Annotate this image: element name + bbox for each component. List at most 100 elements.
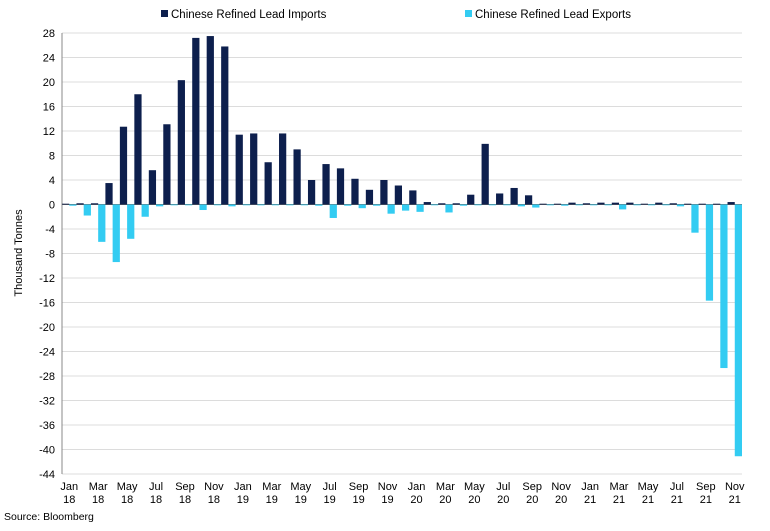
y-tick-label: -36 <box>39 420 55 432</box>
import-bar-jun-18 <box>134 94 142 205</box>
x-tick-label-month: Nov <box>551 481 571 493</box>
export-bar-dec-20 <box>575 204 583 206</box>
export-bar-sep-20 <box>532 204 540 208</box>
import-bar-jul-20 <box>496 193 504 205</box>
export-bar-jun-20 <box>488 204 497 206</box>
source-note: Source: Bloomberg <box>4 511 94 523</box>
x-tick-label-month: May <box>638 481 659 493</box>
export-bar-apr-19 <box>286 204 294 206</box>
export-bar-may-19 <box>300 204 308 206</box>
y-tick-label: -40 <box>39 445 55 457</box>
y-tick-label: -24 <box>39 347 55 359</box>
export-bar-jan-18 <box>69 204 77 206</box>
import-bar-feb-19 <box>250 133 258 205</box>
export-bar-jan-21 <box>590 204 598 206</box>
export-bar-feb-21 <box>604 204 612 206</box>
bars <box>62 36 742 457</box>
export-bar-feb-20 <box>430 204 439 206</box>
x-tick-label-month: Nov <box>204 481 224 493</box>
x-tick-label-month: Mar <box>262 481 281 493</box>
export-bar-dec-18 <box>228 204 236 207</box>
import-bar-apr-21 <box>626 202 634 205</box>
import-bar-may-20 <box>467 194 475 205</box>
import-bar-nov-21 <box>727 202 735 205</box>
export-bar-feb-19 <box>257 204 265 206</box>
x-tick-label-year: 20 <box>468 494 480 506</box>
y-tick-label: -32 <box>39 396 55 408</box>
y-tick-label: -8 <box>45 249 55 261</box>
y-tick-label: -16 <box>39 298 55 310</box>
export-bar-apr-20 <box>459 204 468 206</box>
x-tick-label-year: 21 <box>729 494 741 506</box>
y-tick-label: 12 <box>43 126 55 138</box>
x-tick-label-year: 18 <box>121 494 133 506</box>
x-tick-label-month: Mar <box>610 481 629 493</box>
import-bar-dec-19 <box>394 185 402 205</box>
x-tick-label-year: 18 <box>150 494 162 506</box>
export-bar-jun-21 <box>662 204 670 206</box>
export-bar-mar-20 <box>445 204 453 213</box>
import-bar-aug-20 <box>510 187 518 205</box>
import-bar-jan-20 <box>409 190 417 205</box>
y-tick-label: 4 <box>49 175 55 187</box>
x-tick-label-month: Jan <box>581 481 599 493</box>
export-bar-jun-18 <box>141 204 149 217</box>
import-bar-nov-18 <box>206 36 214 205</box>
y-axis-ticks: 28 24 20 16 12 8 4 0 -4 -8 -12 -16 -20 -24 -28 -32 -36 -4… <box>39 28 55 481</box>
import-bar-mar-18 <box>90 203 99 205</box>
import-bar-nov-20 <box>553 203 562 205</box>
export-bar-may-20 <box>474 204 482 206</box>
x-tick-label-month: Jul <box>496 481 510 493</box>
export-bar-aug-21 <box>691 204 699 233</box>
import-bar-dec-18 <box>221 46 229 205</box>
x-tick-label-month: Nov <box>725 481 745 493</box>
import-bar-jan-18 <box>62 203 70 205</box>
import-bar-sep-18 <box>177 80 185 205</box>
import-bar-oct-21 <box>713 203 721 205</box>
export-bar-apr-18 <box>112 204 120 263</box>
x-tick-label-year: 20 <box>439 494 451 506</box>
x-tick-label-year: 21 <box>613 494 625 506</box>
import-bar-feb-20 <box>423 202 431 205</box>
export-bar-nov-18 <box>213 204 222 206</box>
y-tick-label: 16 <box>43 102 55 114</box>
x-tick-label-year: 20 <box>497 494 509 506</box>
import-bar-apr-18 <box>105 183 113 205</box>
import-bar-may-19 <box>293 149 301 205</box>
x-tick-label-month: Jan <box>408 481 426 493</box>
x-tick-label-month: Sep <box>696 481 716 493</box>
export-bar-feb-18 <box>83 204 91 216</box>
y-tick-label: -12 <box>39 273 55 285</box>
export-bar-apr-21 <box>633 204 641 206</box>
import-bar-aug-19 <box>336 168 345 205</box>
export-bar-may-21 <box>647 204 656 206</box>
x-tick-label-month: Jan <box>234 481 252 493</box>
export-bar-jul-20 <box>503 204 511 206</box>
x-tick-label-year: 19 <box>295 494 307 506</box>
import-bar-jun-21 <box>655 202 663 205</box>
x-tick-label-year: 21 <box>642 494 654 506</box>
import-bar-sep-19 <box>351 178 359 205</box>
import-bar-jul-21 <box>669 203 677 205</box>
import-bar-may-18 <box>119 126 128 205</box>
y-tick-label: -4 <box>45 224 55 236</box>
export-bar-sep-21 <box>705 204 714 301</box>
legend: Chinese Refined Lead Imports Chinese Ref… <box>161 9 631 21</box>
x-tick-label-month: Jul <box>323 481 337 493</box>
y-tick-label: -28 <box>39 371 55 383</box>
x-tick-label-year: 20 <box>555 494 567 506</box>
import-bar-aug-18 <box>163 124 171 205</box>
import-bar-dec-20 <box>568 202 576 205</box>
import-bar-apr-20 <box>452 203 460 205</box>
import-bar-apr-19 <box>279 133 287 205</box>
x-tick-label-month: Nov <box>378 481 398 493</box>
x-tick-label-month: Sep <box>349 481 369 493</box>
import-bar-may-21 <box>640 203 648 205</box>
x-tick-label-year: 21 <box>700 494 712 506</box>
x-tick-label-month: May <box>290 481 311 493</box>
import-bar-feb-21 <box>597 202 605 205</box>
x-tick-label-year: 19 <box>266 494 278 506</box>
export-bar-jul-21 <box>676 204 685 207</box>
import-bar-jan-21 <box>582 203 591 205</box>
import-bar-aug-21 <box>684 203 692 205</box>
